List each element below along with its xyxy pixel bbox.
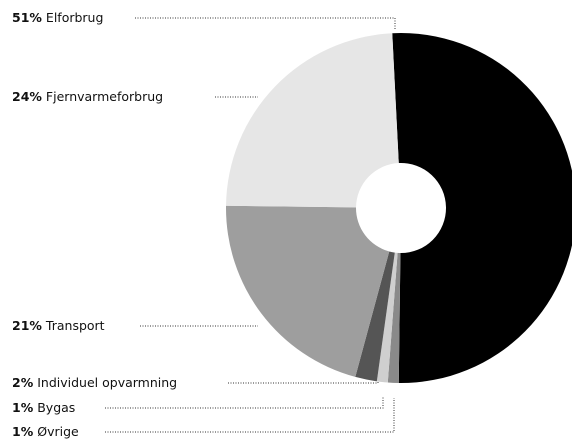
slice-label: 24% Fjernvarmeforbrug <box>12 89 163 104</box>
slice-label: 21% Transport <box>12 318 105 333</box>
pie-slice <box>387 252 401 383</box>
pie-slice <box>355 251 395 382</box>
category-label: Bygas <box>37 400 75 415</box>
value-label: 21% <box>12 318 42 333</box>
leader-line <box>105 396 384 409</box>
leader-line <box>228 381 379 384</box>
pie-slice <box>226 205 390 377</box>
value-label: 24% <box>12 89 42 104</box>
category-label: Øvrige <box>37 424 79 439</box>
category-label: Fjernvarmeforbrug <box>46 89 163 104</box>
category-label: Elforbrug <box>46 10 104 25</box>
value-label: 1% <box>12 400 34 415</box>
leader-line <box>135 17 396 30</box>
pie-slice <box>226 33 399 208</box>
slice-label: 1% Øvrige <box>12 424 79 439</box>
value-label: 1% <box>12 424 34 439</box>
slice-label: 2% Individuel opvarmning <box>12 375 177 390</box>
category-label: Individuel opvarmning <box>37 375 177 390</box>
leader-line <box>105 398 395 433</box>
pie-slice <box>376 252 398 383</box>
pie-slice <box>392 33 572 383</box>
slice-label: 51% Elforbrug <box>12 10 103 25</box>
value-label: 2% <box>12 375 34 390</box>
value-label: 51% <box>12 10 42 25</box>
slice-label: 1% Bygas <box>12 400 75 415</box>
category-label: Transport <box>45 318 105 333</box>
